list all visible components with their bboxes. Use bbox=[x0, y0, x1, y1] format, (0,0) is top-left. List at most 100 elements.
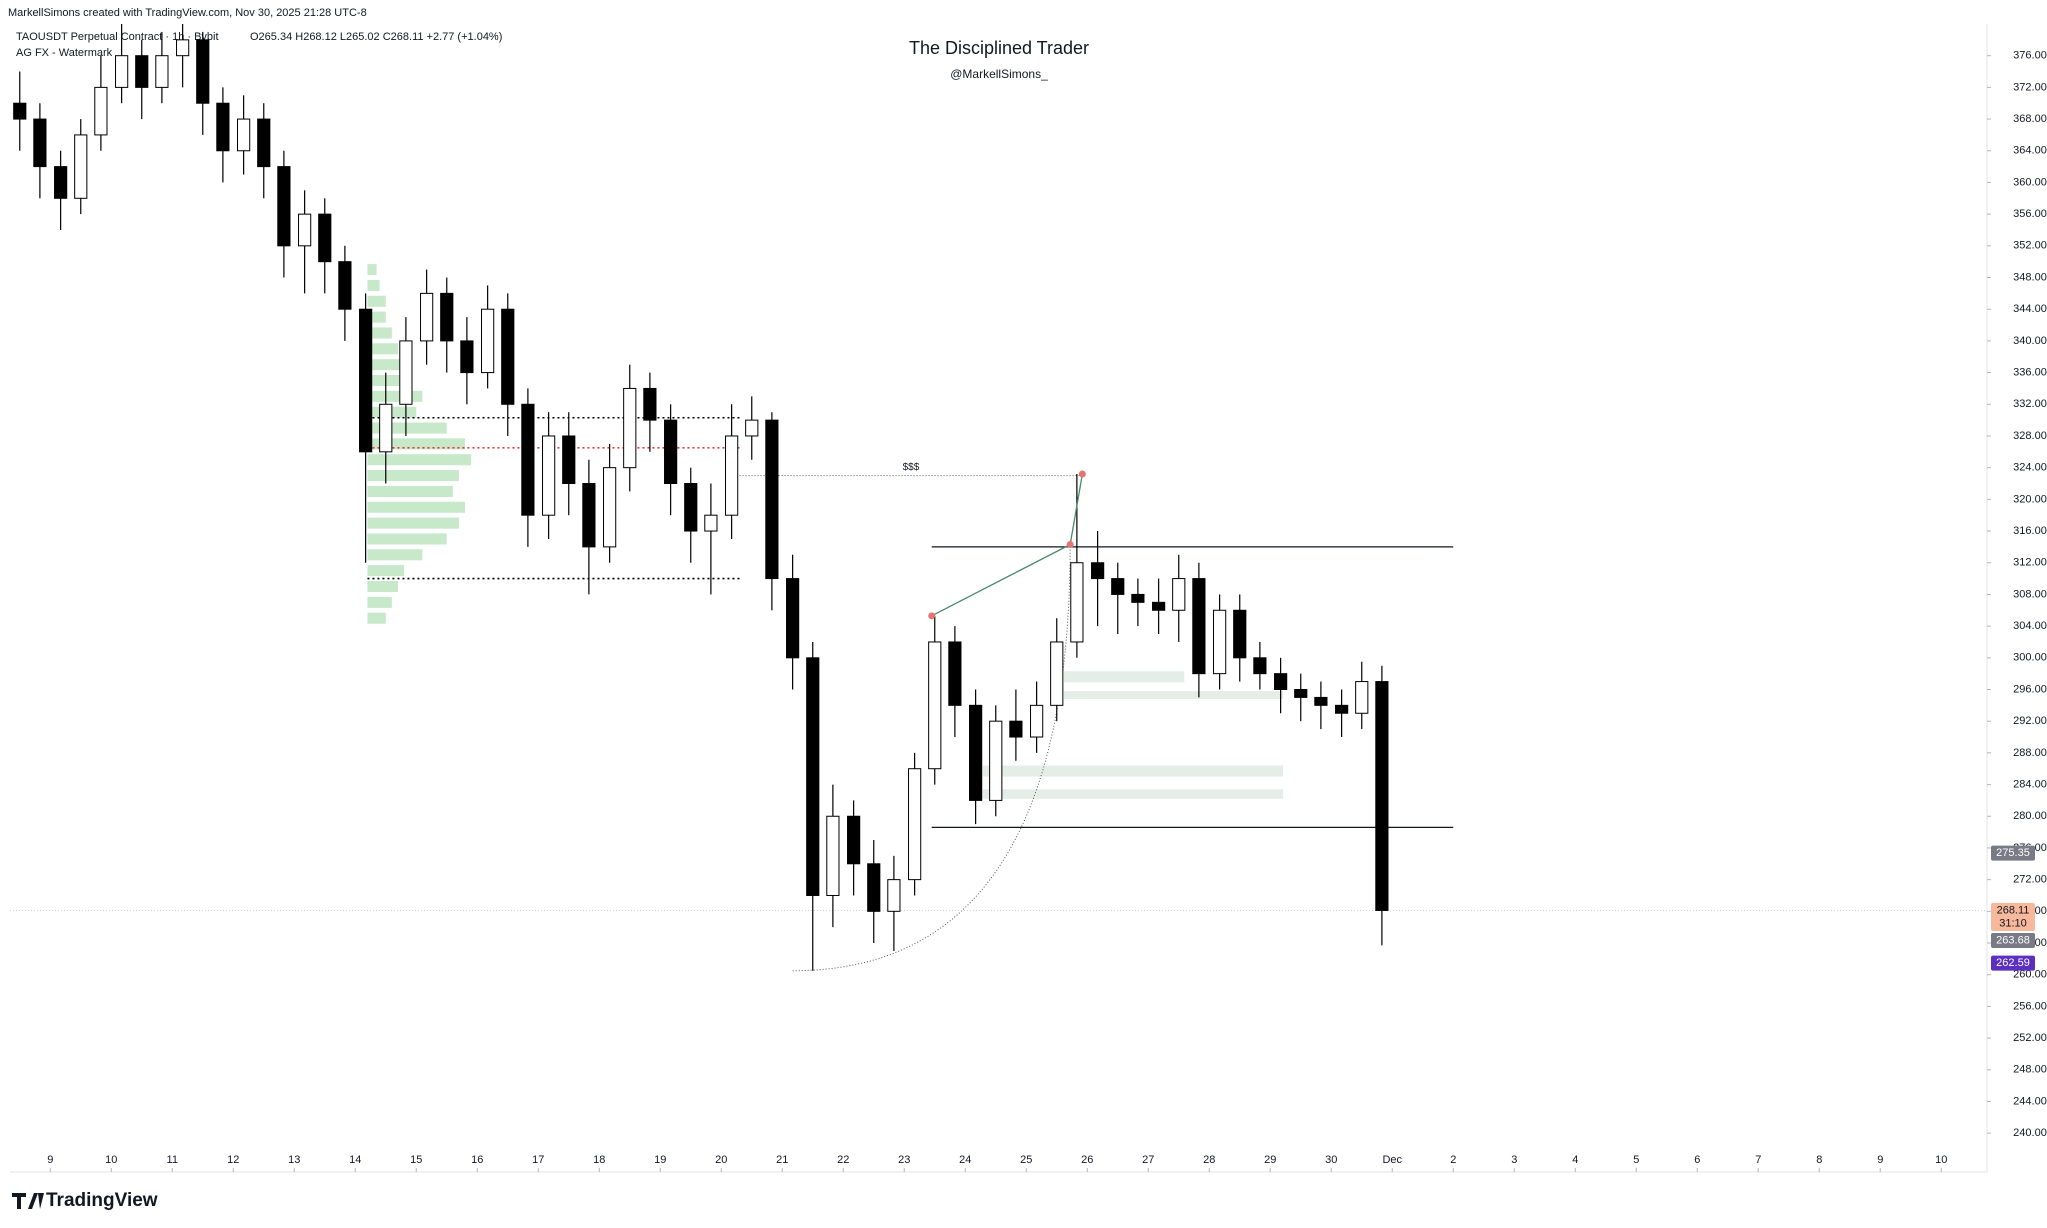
y-tick-label: 240.00 bbox=[2013, 1127, 2047, 1139]
y-tick-label: 352.00 bbox=[2013, 240, 2047, 252]
volume-profile-bar bbox=[367, 580, 398, 593]
x-tick-label: 7 bbox=[1755, 1154, 1761, 1166]
y-tick-label: 360.00 bbox=[2013, 176, 2047, 188]
x-tick-label: 30 bbox=[1325, 1154, 1337, 1166]
price-tag-label: 262.59 bbox=[1996, 957, 2030, 969]
ohlc: O265.34 H268.12 L265.02 C268.11 +2.77 (+… bbox=[250, 31, 502, 43]
volume-profile-bar bbox=[367, 596, 392, 608]
volume-profile-bar bbox=[367, 517, 459, 529]
volume-profile-bar bbox=[367, 374, 411, 387]
candle-body bbox=[1253, 657, 1267, 675]
candle-body bbox=[582, 483, 596, 548]
volume-profile-bar bbox=[367, 327, 392, 339]
x-tick-label: 20 bbox=[715, 1154, 727, 1166]
x-tick-label: 9 bbox=[1877, 1154, 1883, 1166]
candle-body bbox=[216, 102, 230, 152]
y-tick-label: 272.00 bbox=[2013, 874, 2047, 886]
x-tick-label: 18 bbox=[593, 1154, 605, 1166]
candle-body bbox=[1009, 720, 1023, 738]
y-tick-label: 260.00 bbox=[2013, 969, 2047, 981]
candle-body bbox=[460, 340, 474, 374]
y-tick-label: 288.00 bbox=[2013, 747, 2047, 759]
candle-body bbox=[623, 387, 637, 469]
price-tag-sub: 31:10 bbox=[1999, 917, 2027, 929]
y-tick-label: 348.00 bbox=[2013, 271, 2047, 283]
candle-body bbox=[359, 308, 373, 453]
y-tick-label: 304.00 bbox=[2013, 620, 2047, 632]
x-tick-label: 17 bbox=[532, 1154, 544, 1166]
candle-body bbox=[826, 815, 840, 896]
y-tick-label: 256.00 bbox=[2013, 1000, 2047, 1012]
x-tick-label: 6 bbox=[1694, 1154, 1700, 1166]
volume-profile-bar bbox=[367, 422, 447, 434]
volume-profile-bar bbox=[367, 264, 377, 276]
candle-body bbox=[94, 86, 108, 136]
candle-body bbox=[1131, 593, 1145, 603]
y-tick-label: 312.00 bbox=[2013, 557, 2047, 569]
y-tick-label: 340.00 bbox=[2013, 335, 2047, 347]
logo: TradingView bbox=[12, 1190, 158, 1211]
x-tick-label: 13 bbox=[288, 1154, 300, 1166]
volume-profile-bar bbox=[367, 470, 459, 482]
x-tick-label: 21 bbox=[776, 1154, 788, 1166]
candle-body bbox=[969, 704, 983, 801]
x-tick-label: 3 bbox=[1511, 1154, 1517, 1166]
x-tick-label: 26 bbox=[1081, 1154, 1093, 1166]
trend-point bbox=[928, 612, 936, 620]
indicator: AG FX - Watermark bbox=[16, 47, 113, 59]
x-tick-label: 16 bbox=[471, 1154, 483, 1166]
y-tick-label: 316.00 bbox=[2013, 525, 2047, 537]
price-tag-label: 263.68 bbox=[1996, 934, 2030, 946]
price-tag bbox=[1991, 933, 2035, 949]
candle-body bbox=[562, 435, 576, 485]
candle-body bbox=[847, 815, 861, 865]
price-tag-label: 275.35 bbox=[1996, 847, 2030, 859]
candle-body bbox=[196, 39, 210, 104]
volume-profile-bar bbox=[367, 343, 398, 355]
x-tick-label: 22 bbox=[837, 1154, 849, 1166]
volume-profile-bar bbox=[367, 311, 386, 323]
x-tick-label: 12 bbox=[227, 1154, 239, 1166]
candle-body bbox=[1152, 601, 1166, 611]
candle-body bbox=[1192, 578, 1206, 675]
candle-body bbox=[338, 261, 352, 310]
volume-profile-bar bbox=[367, 295, 386, 307]
y-tick-label: 252.00 bbox=[2013, 1032, 2047, 1044]
candle-body bbox=[867, 863, 881, 912]
candle-body bbox=[664, 419, 678, 485]
y-tick-label: 364.00 bbox=[2013, 145, 2047, 157]
y-tick-label: 320.00 bbox=[2013, 493, 2047, 505]
candle-body bbox=[277, 166, 291, 247]
y-tick-label: 292.00 bbox=[2013, 715, 2047, 727]
x-tick-label: 29 bbox=[1264, 1154, 1276, 1166]
chart-title: The Disciplined Trader bbox=[909, 38, 1089, 58]
candle-body bbox=[786, 578, 800, 659]
x-tick-label: 24 bbox=[959, 1154, 971, 1166]
y-tick-label: 300.00 bbox=[2013, 652, 2047, 664]
price-tag bbox=[1991, 845, 2035, 861]
y-tick-label: 356.00 bbox=[2013, 208, 2047, 220]
candle-body bbox=[1070, 562, 1084, 643]
y-tick-label: 308.00 bbox=[2013, 588, 2047, 600]
logo-mark bbox=[12, 1193, 44, 1209]
y-tick-label: 248.00 bbox=[2013, 1064, 2047, 1076]
candle-body bbox=[989, 720, 1003, 801]
symbol: TAOUSDT Perpetual Contract · 1h · Bybit bbox=[16, 31, 219, 43]
x-tick-label: 10 bbox=[1935, 1154, 1947, 1166]
price-tag-label: 268.11 bbox=[1997, 904, 2030, 916]
y-tick-label: 368.00 bbox=[2013, 113, 2047, 125]
candle-body bbox=[521, 403, 535, 516]
candle-body bbox=[257, 118, 271, 168]
price-tag bbox=[1991, 902, 2035, 931]
volume-profile-bar bbox=[367, 565, 405, 577]
candle-body bbox=[1050, 641, 1064, 706]
y-tick-label: 280.00 bbox=[2013, 810, 2047, 822]
candle-body bbox=[1375, 681, 1389, 911]
candle-body bbox=[115, 55, 129, 88]
brand: TradingView bbox=[46, 1190, 158, 1211]
x-tick-label: 4 bbox=[1572, 1154, 1578, 1166]
x-tick-label: 9 bbox=[47, 1154, 53, 1166]
y-tick-label: 324.00 bbox=[2013, 462, 2047, 474]
